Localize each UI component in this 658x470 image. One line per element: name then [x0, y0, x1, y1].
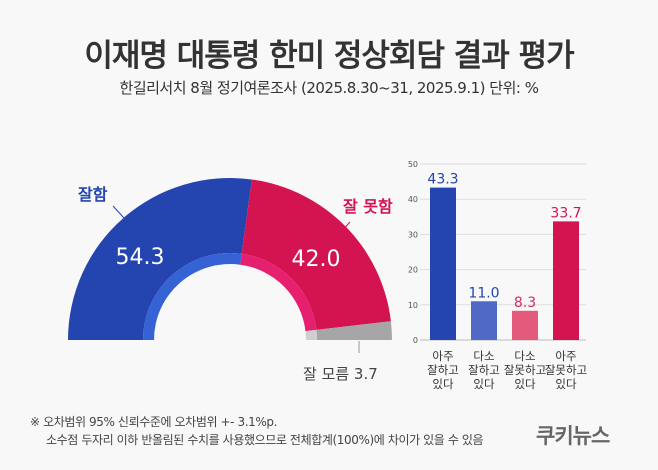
slice-inner-0	[143, 252, 242, 340]
x-tick-label-2-1: 잘못하고	[504, 363, 546, 377]
x-tick-label-2-2: 있다	[514, 377, 536, 391]
y-tick-20: 20	[408, 266, 418, 275]
y-tick-50: 50	[408, 160, 418, 169]
note-line-1: ※ 오차범위 95% 신뢰수준에 오차범위 +- 3.1%p.	[30, 415, 278, 429]
x-tick-label-0-2: 있다	[432, 377, 454, 391]
chart-subtitle: 한길리서치 8월 정기여론조사 (2025.8.30~31, 2025.9.1)…	[119, 79, 539, 97]
y-tick-10: 10	[408, 301, 418, 310]
bar-3	[553, 221, 579, 340]
x-tick-label-0-0: 아주	[432, 349, 453, 363]
y-tick-0: 0	[413, 336, 418, 345]
bar-0	[430, 187, 456, 340]
label-0: 잘함	[78, 185, 108, 204]
bar-2	[512, 310, 538, 340]
bar-value-label-0: 43.3	[427, 172, 458, 188]
x-tick-label-0-1: 잘하고	[427, 363, 459, 377]
value-label-1: 42.0	[292, 247, 341, 272]
slice-inner-1	[240, 253, 317, 332]
bar-value-label-1: 11.0	[468, 285, 499, 301]
x-tick-label-1-2: 있다	[473, 377, 495, 391]
x-tick-label-3-0: 아주	[555, 349, 576, 363]
y-tick-40: 40	[408, 195, 418, 204]
label-1: 잘 못함	[343, 197, 393, 216]
note-line-2: 소수점 두자리 이하 반올림된 수치를 사용했으므로 전체합계(100%)에 차…	[46, 433, 484, 447]
x-tick-label-2-0: 다소	[514, 349, 535, 363]
bar-value-label-2: 8.3	[514, 295, 536, 311]
value-label-0: 54.3	[116, 245, 165, 270]
bar-1	[471, 301, 497, 340]
x-tick-label-1-1: 잘하고	[468, 363, 500, 377]
y-tick-30: 30	[408, 230, 418, 239]
slice-1	[241, 179, 391, 330]
x-tick-label-3-2: 있다	[555, 377, 577, 391]
label-2: 잘 모름 3.7	[303, 365, 378, 383]
slice-2	[316, 321, 392, 340]
leader-line-0	[112, 205, 125, 219]
leader-line-1	[340, 221, 351, 233]
x-tick-label-1-0: 다소	[473, 349, 494, 363]
logo: 쿠키뉴스	[536, 424, 610, 448]
slice-inner-2	[305, 329, 317, 340]
chart-title: 이재명 대통령 한미 정상회담 결과 평가	[84, 38, 574, 74]
x-tick-label-3-1: 잘못하고	[545, 363, 587, 377]
slice-0	[68, 177, 252, 340]
bar-value-label-3: 33.7	[550, 205, 581, 221]
